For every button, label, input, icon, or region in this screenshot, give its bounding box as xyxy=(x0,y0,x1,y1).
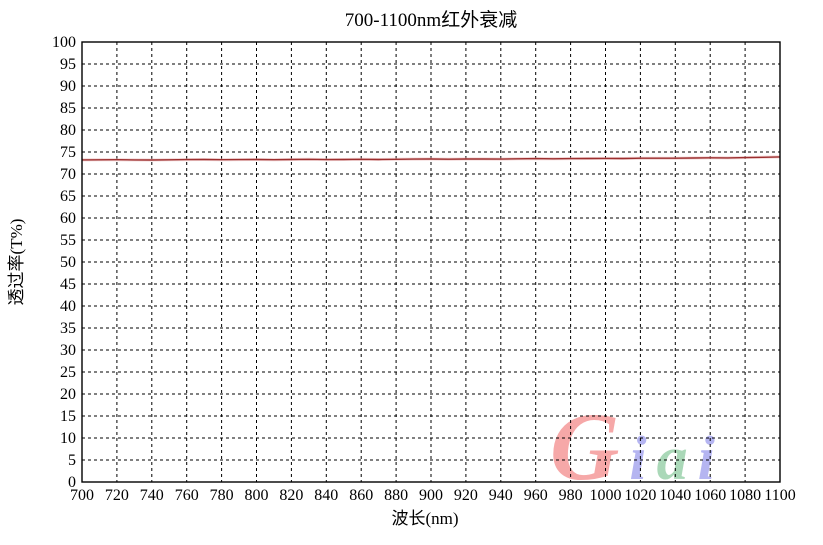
y-tick-label: 65 xyxy=(60,188,76,205)
y-tick-label: 30 xyxy=(60,342,76,359)
x-tick-label: 980 xyxy=(559,487,583,504)
x-tick-label: 780 xyxy=(210,487,234,504)
x-tick-label: 900 xyxy=(419,487,443,504)
watermark-letter: G xyxy=(550,393,629,500)
x-axis-title: 波长(nm) xyxy=(391,509,458,528)
y-tick-label: 15 xyxy=(60,408,76,425)
y-tick-label: 50 xyxy=(60,254,76,271)
y-axis-title: 透过率(T%) xyxy=(7,219,26,306)
x-tick-label: 1000 xyxy=(590,487,622,504)
chart-title: 700-1100nm红外衰减 xyxy=(345,9,517,31)
x-tick-label: 1080 xyxy=(729,487,761,504)
y-tick-label: 95 xyxy=(60,56,76,73)
x-tick-label: 1020 xyxy=(624,487,656,504)
x-tick-label: 740 xyxy=(140,487,164,504)
y-tick-label: 80 xyxy=(60,122,76,139)
y-tick-label: 40 xyxy=(60,298,76,315)
gridlines xyxy=(82,42,780,482)
y-tick-labels: 0 5 10 15 20 25 30 35 40 45 50 55 60 65 70 75 80 85 90 95 10… xyxy=(52,34,76,491)
y-tick-label: 100 xyxy=(52,34,76,51)
x-tick-label: 1100 xyxy=(764,487,795,504)
y-tick-label: 20 xyxy=(60,386,76,403)
watermark-letter: i xyxy=(698,425,725,493)
y-tick-label: 5 xyxy=(68,452,76,469)
x-tick-label: 820 xyxy=(279,487,303,504)
x-tick-label: 920 xyxy=(454,487,478,504)
watermark-letter: a xyxy=(657,425,698,493)
y-tick-label: 35 xyxy=(60,320,76,337)
y-tick-label: 70 xyxy=(60,166,76,183)
x-tick-label: 760 xyxy=(175,487,199,504)
x-tick-label: 1060 xyxy=(694,487,726,504)
x-tick-label: 700 xyxy=(70,487,94,504)
x-tick-label: 940 xyxy=(489,487,513,504)
watermark-letter: i xyxy=(629,425,656,493)
plot-border xyxy=(81,41,781,483)
x-tick-label: 840 xyxy=(314,487,338,504)
series-transmission-line xyxy=(81,155,781,162)
y-tick-label: 90 xyxy=(60,78,76,95)
x-tick-label: 720 xyxy=(105,487,129,504)
x-tick-label: 860 xyxy=(349,487,373,504)
y-tick-label: 0 xyxy=(68,474,76,491)
y-tick-label: 75 xyxy=(60,144,76,161)
x-tick-label: 1040 xyxy=(659,487,691,504)
x-tick-label: 880 xyxy=(384,487,408,504)
y-tick-label: 25 xyxy=(60,364,76,381)
x-tick-labels: 700 720 740 760 780 800 820 840 860 880 900 920 940 9… xyxy=(70,487,796,504)
y-tick-label: 85 xyxy=(60,100,76,117)
y-tick-label: 60 xyxy=(60,210,76,227)
y-tick-label: 10 xyxy=(60,430,76,447)
y-tick-label: 45 xyxy=(60,276,76,293)
x-tick-label: 800 xyxy=(245,487,269,504)
y-tick-label: 55 xyxy=(60,232,76,249)
x-tick-label: 960 xyxy=(524,487,548,504)
series-line xyxy=(81,156,781,161)
watermark-giai: Giai xyxy=(550,393,725,500)
